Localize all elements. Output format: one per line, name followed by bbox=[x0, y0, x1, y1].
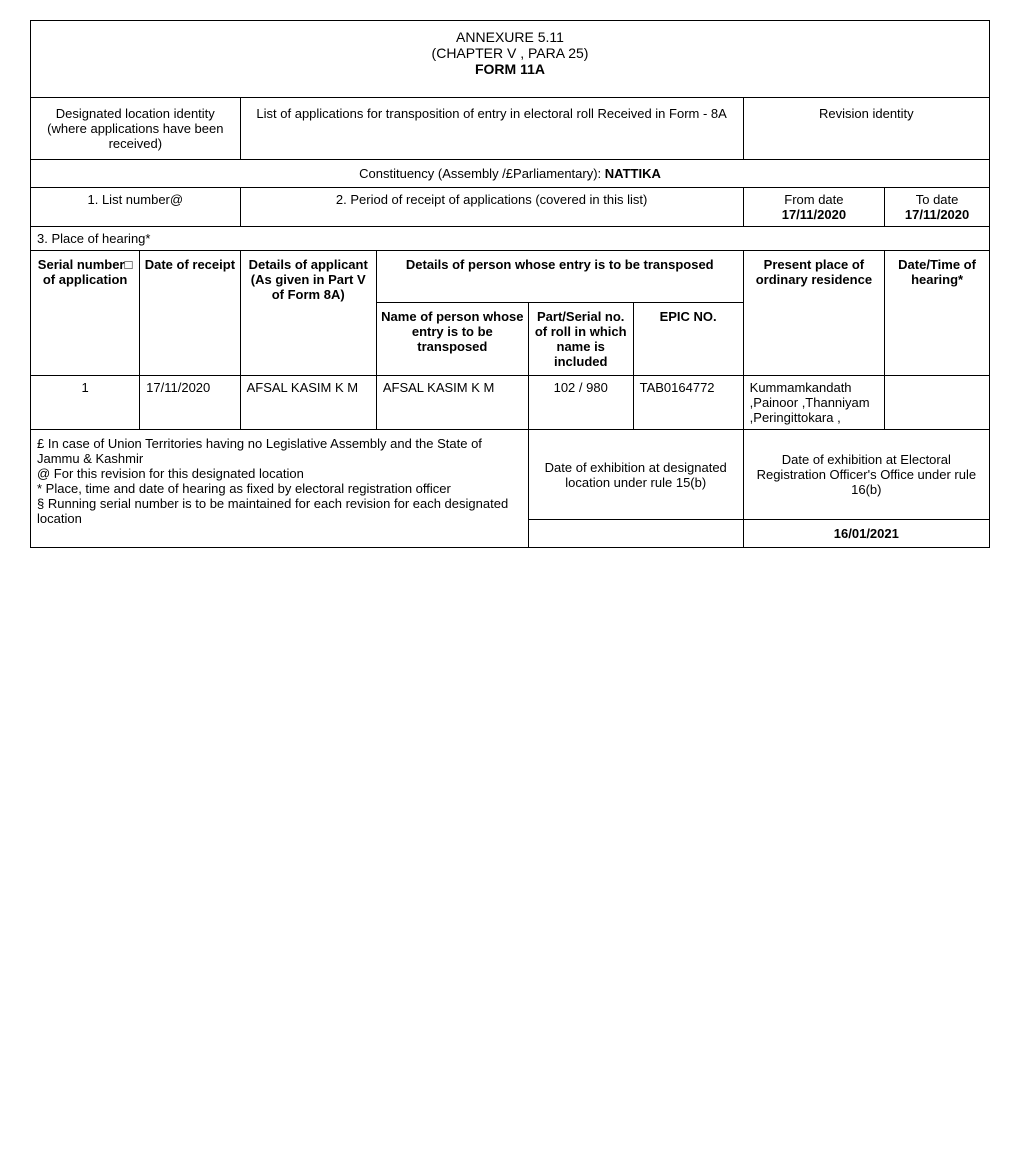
list-number-label: 1. List number@ bbox=[31, 188, 241, 227]
designated-location-label: Designated location identity (where appl… bbox=[31, 98, 241, 160]
note-line2: @ For this revision for this designated … bbox=[37, 466, 522, 481]
cell-applicant: AFSAL KASIM K M bbox=[240, 376, 376, 430]
constituency-cell: Constituency (Assembly /£Parliamentary):… bbox=[31, 160, 990, 188]
cell-name: AFSAL KASIM K M bbox=[376, 376, 528, 430]
cell-serial: 1 bbox=[31, 376, 140, 430]
cell-residence: Kummamkandath ,Painoor ,Thanniyam ,Perin… bbox=[743, 376, 884, 430]
col-transposed: Details of person whose entry is to be t… bbox=[376, 251, 743, 303]
revision-identity-label: Revision identity bbox=[743, 98, 989, 160]
form-line: FORM 11A bbox=[35, 61, 985, 77]
cell-hearing bbox=[885, 376, 990, 430]
period-label: 2. Period of receipt of applications (co… bbox=[240, 188, 743, 227]
col-epic: EPIC NO. bbox=[633, 303, 743, 376]
form-table: ANNEXURE 5.11 (CHAPTER V , PARA 25) FORM… bbox=[30, 20, 990, 548]
from-date-cell: From date 17/11/2020 bbox=[743, 188, 884, 227]
to-date-cell: To date 17/11/2020 bbox=[885, 188, 990, 227]
col-hearing: Date/Time of hearing* bbox=[885, 251, 990, 376]
from-date: 17/11/2020 bbox=[748, 207, 880, 222]
exhibition-office-date: 16/01/2021 bbox=[743, 520, 989, 548]
col-serial: Serial number□ of application bbox=[31, 251, 140, 376]
from-label: From date bbox=[748, 192, 880, 207]
header-section: ANNEXURE 5.11 (CHAPTER V , PARA 25) FORM… bbox=[31, 21, 990, 98]
cell-date: 17/11/2020 bbox=[140, 376, 240, 430]
col-applicant: Details of applicant (As given in Part V… bbox=[240, 251, 376, 376]
note-line1: £ In case of Union Territories having no… bbox=[37, 436, 522, 466]
cell-epic: TAB0164772 bbox=[633, 376, 743, 430]
note-line3: * Place, time and date of hearing as fix… bbox=[37, 481, 522, 496]
place-of-hearing: 3. Place of hearing* bbox=[31, 227, 990, 251]
note-line4: § Running serial number is to be maintai… bbox=[37, 496, 522, 526]
list-applications-label: List of applications for transposition o… bbox=[240, 98, 743, 160]
col-residence: Present place of ordinary residence bbox=[743, 251, 884, 376]
exhibition-office-label: Date of exhibition at Electoral Registra… bbox=[743, 430, 989, 520]
exhibition-designated-date bbox=[528, 520, 743, 548]
col-date: Date of receipt bbox=[140, 251, 240, 376]
constituency-label: Constituency (Assembly /£Parliamentary): bbox=[359, 166, 605, 181]
chapter-line: (CHAPTER V , PARA 25) bbox=[35, 45, 985, 61]
constituency-value: NATTIKA bbox=[605, 166, 661, 181]
col-part-serial: Part/Serial no. of roll in which name is… bbox=[528, 303, 633, 376]
cell-part-serial: 102 / 980 bbox=[528, 376, 633, 430]
to-date: 17/11/2020 bbox=[889, 207, 985, 222]
notes-cell: £ In case of Union Territories having no… bbox=[31, 430, 529, 548]
annexure-title: ANNEXURE 5.11 bbox=[35, 29, 985, 45]
col-name-transposed: Name of person whose entry is to be tran… bbox=[376, 303, 528, 376]
exhibition-designated-label: Date of exhibition at designated locatio… bbox=[528, 430, 743, 520]
to-label: To date bbox=[889, 192, 985, 207]
table-row: 1 17/11/2020 AFSAL KASIM K M AFSAL KASIM… bbox=[31, 376, 990, 430]
